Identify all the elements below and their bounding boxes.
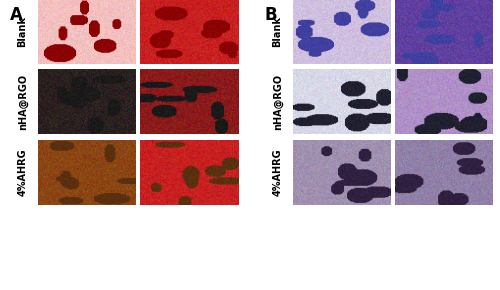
Text: Blank: Blank: [272, 16, 282, 47]
Text: 12 weeks: 12 weeks: [148, 23, 229, 38]
Text: 4%AHRG: 4%AHRG: [18, 148, 28, 196]
Text: 8 weeks: 8 weeks: [306, 23, 376, 38]
Text: nHA@RGO: nHA@RGO: [272, 74, 282, 130]
Text: 8 weeks: 8 weeks: [52, 23, 122, 38]
Text: A: A: [10, 6, 23, 24]
Text: nHA@RGO: nHA@RGO: [18, 74, 28, 130]
Text: Blank: Blank: [18, 16, 28, 47]
Text: B: B: [265, 6, 278, 24]
Text: 12 weeks: 12 weeks: [404, 23, 484, 38]
Text: 4%AHRG: 4%AHRG: [272, 148, 282, 196]
